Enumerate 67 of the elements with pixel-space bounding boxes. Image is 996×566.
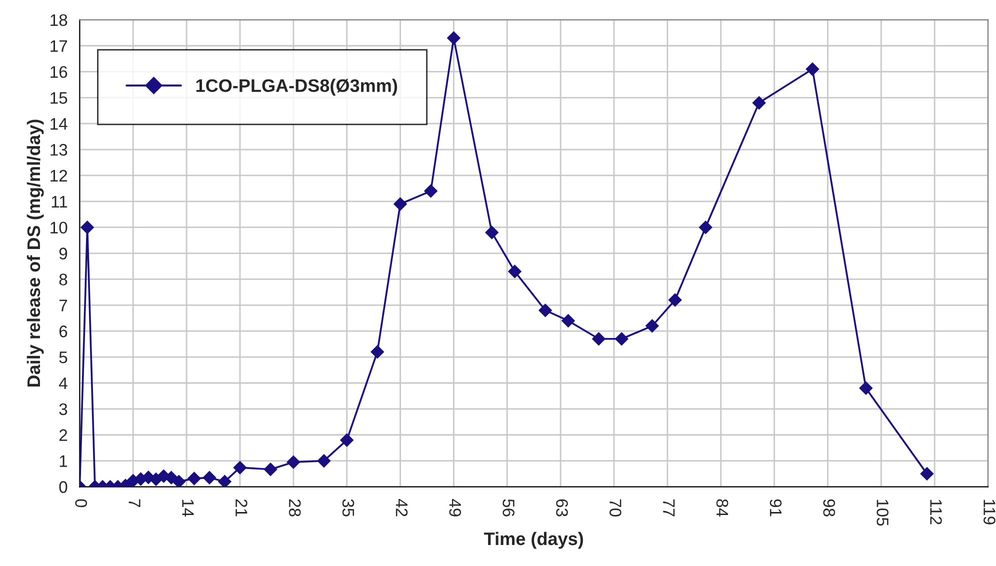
x-tick-label: 0 — [75, 499, 88, 508]
x-tick-label: 21 — [236, 499, 248, 516]
point — [699, 220, 712, 234]
y-tick-label: 13 — [50, 144, 68, 156]
point — [80, 220, 94, 234]
y-tick-label: 16 — [50, 66, 68, 78]
point — [806, 62, 820, 76]
point — [615, 332, 628, 346]
point — [668, 293, 682, 307]
y-tick-label: 2 — [59, 429, 68, 441]
y-tick-label: 12 — [50, 170, 68, 182]
point — [424, 184, 438, 198]
point — [485, 226, 498, 240]
y-tick-label: 8 — [59, 274, 68, 286]
x-tick-label: 14 — [182, 500, 194, 517]
legend-label: 1CO-PLGA-DS8(Ø3mm) — [196, 78, 398, 96]
point — [752, 96, 766, 110]
x-tick-label: 49 — [449, 498, 462, 516]
x-tick-label: 28 — [288, 499, 301, 516]
point — [394, 197, 407, 211]
x-tick-label: 91 — [770, 499, 782, 516]
x-tick-label: 105 — [876, 500, 888, 526]
point — [859, 382, 872, 395]
point — [447, 31, 460, 45]
x-tick-label: 70 — [610, 499, 622, 516]
y-tick-label: 1 — [60, 455, 68, 467]
point — [202, 471, 216, 484]
y-tick-label: 11 — [52, 196, 68, 208]
point — [508, 264, 522, 278]
point — [340, 433, 354, 447]
point — [538, 304, 552, 317]
y-tick-label: 3 — [59, 403, 68, 416]
y-tick-label: 17 — [50, 40, 68, 52]
x-tick-label: 42 — [396, 498, 408, 516]
y-tick-label: 6 — [59, 326, 68, 338]
x-tick-label: 56 — [502, 499, 514, 516]
y-axis-title: Daily release of DS (mg/ml/day) — [26, 120, 44, 387]
x-tick-label: 63 — [556, 499, 568, 516]
y-tick-label: 18 — [50, 14, 68, 26]
x-tick-label: 84 — [716, 499, 728, 517]
x-tick-label: 7 — [128, 499, 140, 507]
y-tick-label: 14 — [50, 118, 68, 130]
y-tick-label: 5 — [59, 352, 68, 364]
point — [172, 474, 186, 487]
point — [218, 474, 232, 487]
x-tick-label: 77 — [663, 499, 675, 516]
point — [646, 319, 659, 333]
point — [188, 472, 201, 486]
y-tick-label: 9 — [59, 248, 68, 260]
point — [370, 345, 384, 358]
x-tick-label: 112 — [930, 500, 942, 524]
point — [286, 456, 300, 469]
point — [592, 332, 606, 346]
x-tick-label: 35 — [342, 499, 354, 516]
x-tick-label: 119 — [984, 500, 996, 524]
point — [317, 454, 331, 468]
y-tick-label: 4 — [58, 378, 68, 390]
point — [920, 467, 934, 480]
point — [233, 460, 247, 474]
y-tick-label: 0 — [59, 481, 68, 493]
x-tick-label: 98 — [823, 499, 836, 516]
y-tick-label: 10 — [50, 222, 68, 234]
point — [562, 314, 575, 328]
point — [264, 462, 278, 476]
x-axis-title: Time (days) — [484, 532, 583, 549]
y-tick-label: 7 — [59, 300, 68, 312]
y-tick-label: 15 — [50, 92, 68, 104]
